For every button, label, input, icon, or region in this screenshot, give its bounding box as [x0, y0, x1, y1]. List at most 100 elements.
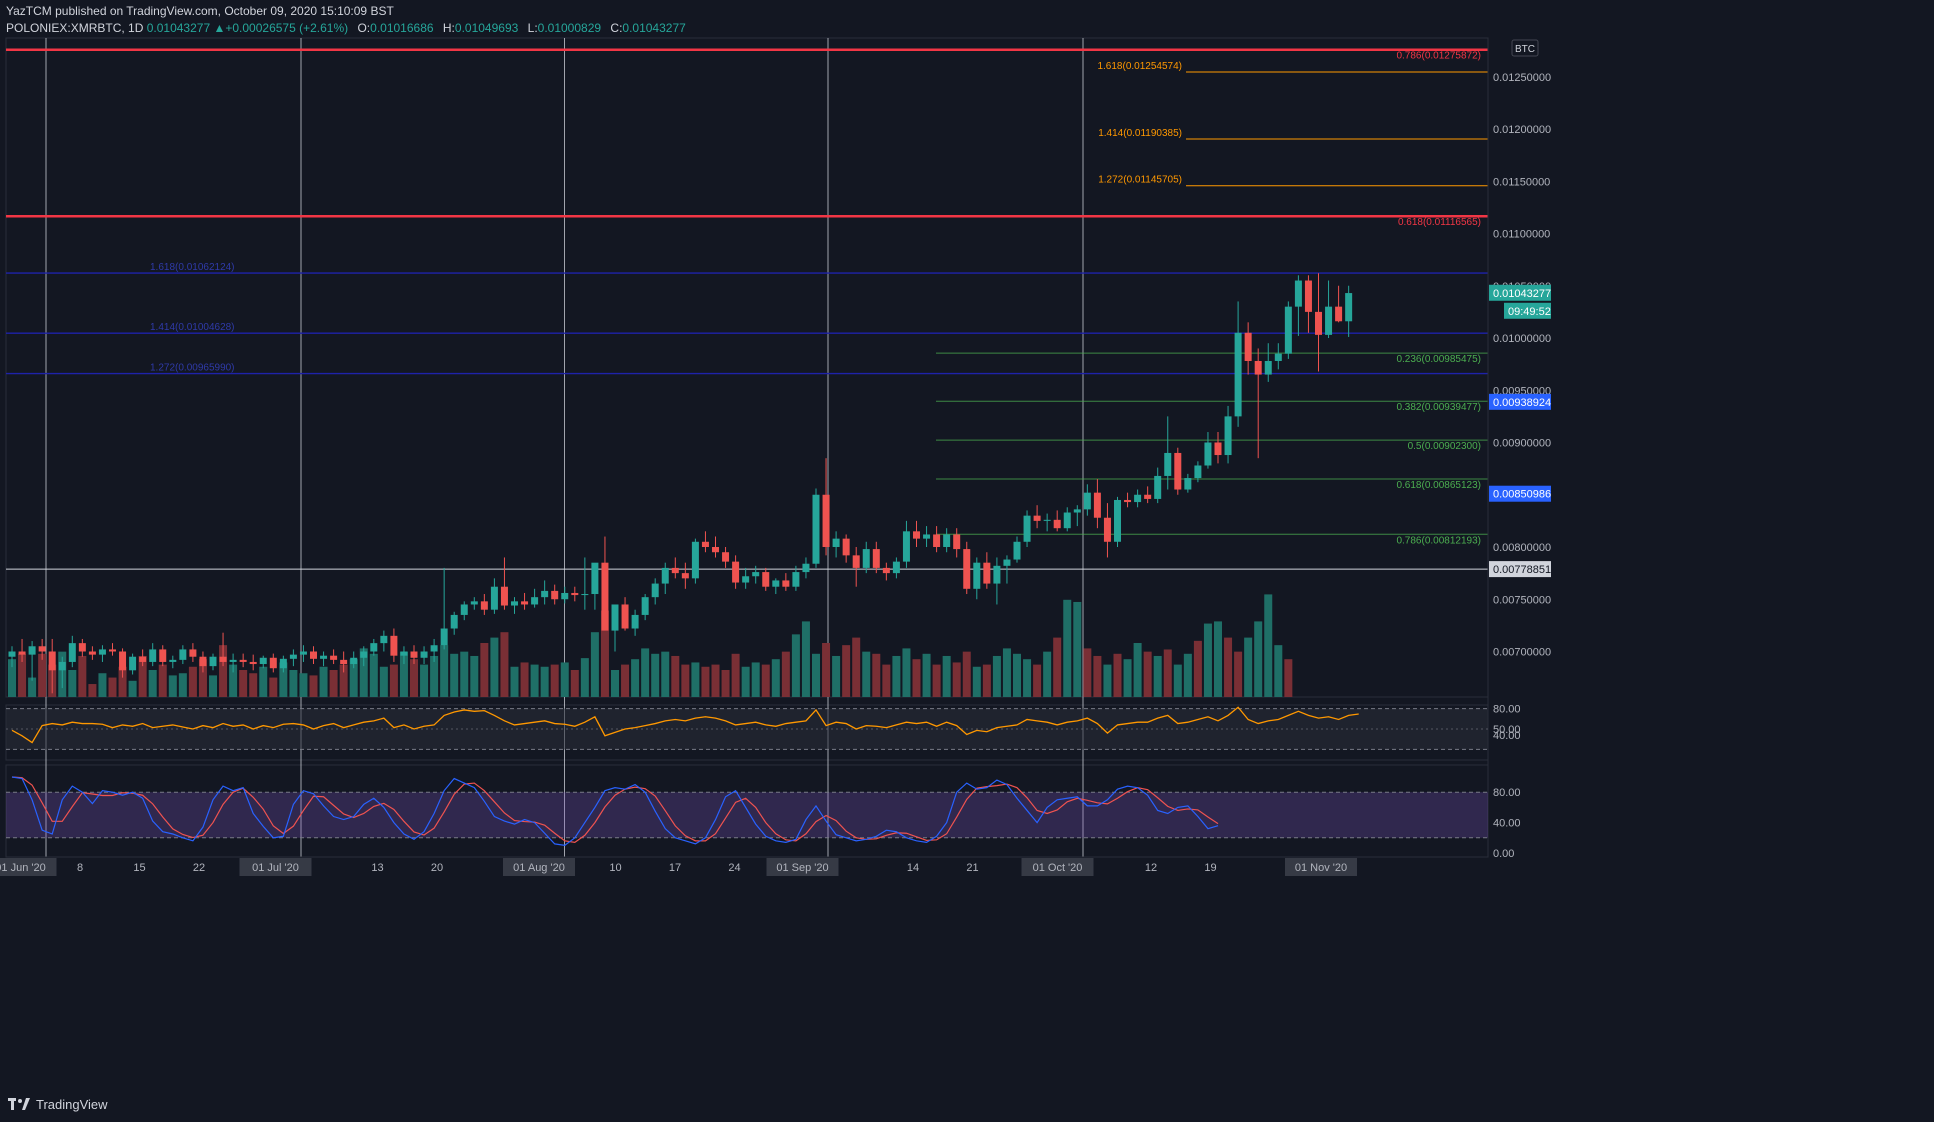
- time-tick-box: [239, 858, 312, 876]
- volume-bar: [168, 675, 177, 697]
- candle-body: [983, 562, 991, 584]
- time-tick-label: 14: [907, 862, 919, 874]
- price-badge: [1489, 284, 1551, 301]
- time-tick-label: 01 Jun '20: [0, 862, 46, 874]
- volume-bar: [339, 664, 348, 697]
- volume-bar: [148, 670, 157, 697]
- candle-body: [541, 590, 549, 598]
- candle-body: [933, 534, 941, 547]
- candle-body: [239, 659, 247, 662]
- high-value: 0.01049693: [454, 21, 519, 35]
- candle-body: [440, 628, 448, 646]
- fib-extension-blue-label: 1.618(0.01062124): [150, 262, 235, 273]
- candle-body: [310, 651, 317, 659]
- candle-body: [691, 541, 699, 579]
- volume-bar: [500, 632, 509, 697]
- candle-body: [681, 573, 689, 579]
- volume-bar: [440, 645, 449, 697]
- volume-bar: [178, 673, 187, 697]
- candle-body: [1315, 311, 1322, 335]
- volume-bar: [1083, 648, 1092, 697]
- time-tick-label: 01 Oct '20: [1033, 862, 1083, 874]
- volume-bar: [108, 677, 117, 697]
- volume-bar: [721, 670, 730, 697]
- volume-bar: [1033, 664, 1042, 697]
- publisher-line: YazTCM published on TradingView.com, Oct…: [6, 4, 394, 18]
- volume-bar: [1193, 640, 1202, 697]
- symbol-label[interactable]: POLONIEX:XMRBTC, 1D: [6, 21, 144, 35]
- candle-body: [1174, 452, 1182, 490]
- candle-body: [762, 572, 770, 587]
- stoch-d-line: [11, 776, 1219, 843]
- rsi-line: [11, 706, 1359, 744]
- candle-body: [420, 651, 428, 658]
- candle-body: [732, 561, 740, 583]
- time-tick-box: [503, 858, 575, 876]
- fib-retracement-label: 0.382(0.00939477): [1396, 402, 1481, 413]
- candle-body: [701, 541, 709, 547]
- fib-retracement-label: 0.618(0.00865123): [1396, 480, 1481, 491]
- volume-bar: [1153, 655, 1162, 697]
- time-tick-box: [766, 858, 839, 876]
- candle-body: [812, 494, 820, 564]
- candle-body: [28, 646, 36, 655]
- open-value: 0.01016686: [370, 21, 434, 35]
- candle-body: [1284, 306, 1292, 354]
- price-change: +0.00026575 (+2.61%): [225, 21, 349, 35]
- candle-body: [109, 649, 116, 652]
- volume-bar: [731, 653, 740, 697]
- volume-bar: [259, 666, 268, 697]
- candle-body: [842, 538, 850, 556]
- tradingview-logo[interactable]: TradingView: [8, 1096, 108, 1112]
- candle-body: [601, 562, 609, 631]
- volume-bar: [1214, 621, 1222, 697]
- candle-body: [1335, 306, 1343, 322]
- price-badge: [1489, 561, 1551, 578]
- volume-bar: [771, 659, 780, 697]
- close-label: C:: [610, 21, 623, 35]
- candle-body: [249, 661, 257, 665]
- price-badge-label: 0.00938924: [1493, 397, 1551, 409]
- candle-body: [591, 562, 599, 595]
- countdown-badge: [1504, 302, 1551, 319]
- chart-header: YazTCM published on TradingView.com, Oct…: [0, 0, 1934, 38]
- candle-body: [953, 534, 961, 550]
- candle-body: [370, 643, 378, 652]
- candle-body: [330, 655, 338, 660]
- candle-body: [551, 590, 559, 600]
- candle-body: [1073, 509, 1081, 513]
- volume-bar: [892, 655, 901, 697]
- fib-extension-blue-label: 1.272(0.00965990): [150, 363, 235, 374]
- volume-bar: [1113, 653, 1122, 697]
- volume-bar: [1093, 655, 1102, 697]
- candle-body: [641, 597, 649, 615]
- price-tick-label: 0.01000000: [1493, 333, 1551, 345]
- volume-bar: [631, 659, 640, 697]
- candle-body: [1103, 517, 1111, 542]
- volume-bar: [651, 653, 660, 697]
- open-label: O:: [357, 21, 371, 35]
- time-tick-label: 20: [431, 862, 443, 874]
- candle-body: [149, 649, 157, 662]
- time-tick-label: 19: [1204, 862, 1216, 874]
- volume-bar: [701, 666, 710, 697]
- volume-bar: [1013, 653, 1021, 697]
- volume-bar: [761, 664, 770, 697]
- candle-body: [671, 567, 679, 574]
- candle-body: [852, 555, 860, 568]
- candle-body: [1214, 442, 1222, 456]
- price-chart[interactable]: 0.786(0.01275872) 0.618(0.01116565) 1.618(…: [0, 0, 1934, 1090]
- volume-bar: [882, 664, 891, 697]
- volume-bar: [530, 664, 539, 697]
- candle-body: [973, 562, 981, 589]
- volume-bar: [1173, 664, 1182, 697]
- low-value: 0.01000829: [537, 21, 602, 35]
- volume-bar: [922, 653, 931, 697]
- candle-body: [400, 651, 408, 656]
- price-tick-label: 0.01100000: [1493, 229, 1550, 241]
- candle-body: [98, 649, 106, 655]
- volume-bar: [450, 653, 459, 697]
- volume-bar: [420, 664, 429, 697]
- price-badge-label: 0.01043277: [1493, 288, 1551, 300]
- currency-badge-box: [1511, 39, 1539, 57]
